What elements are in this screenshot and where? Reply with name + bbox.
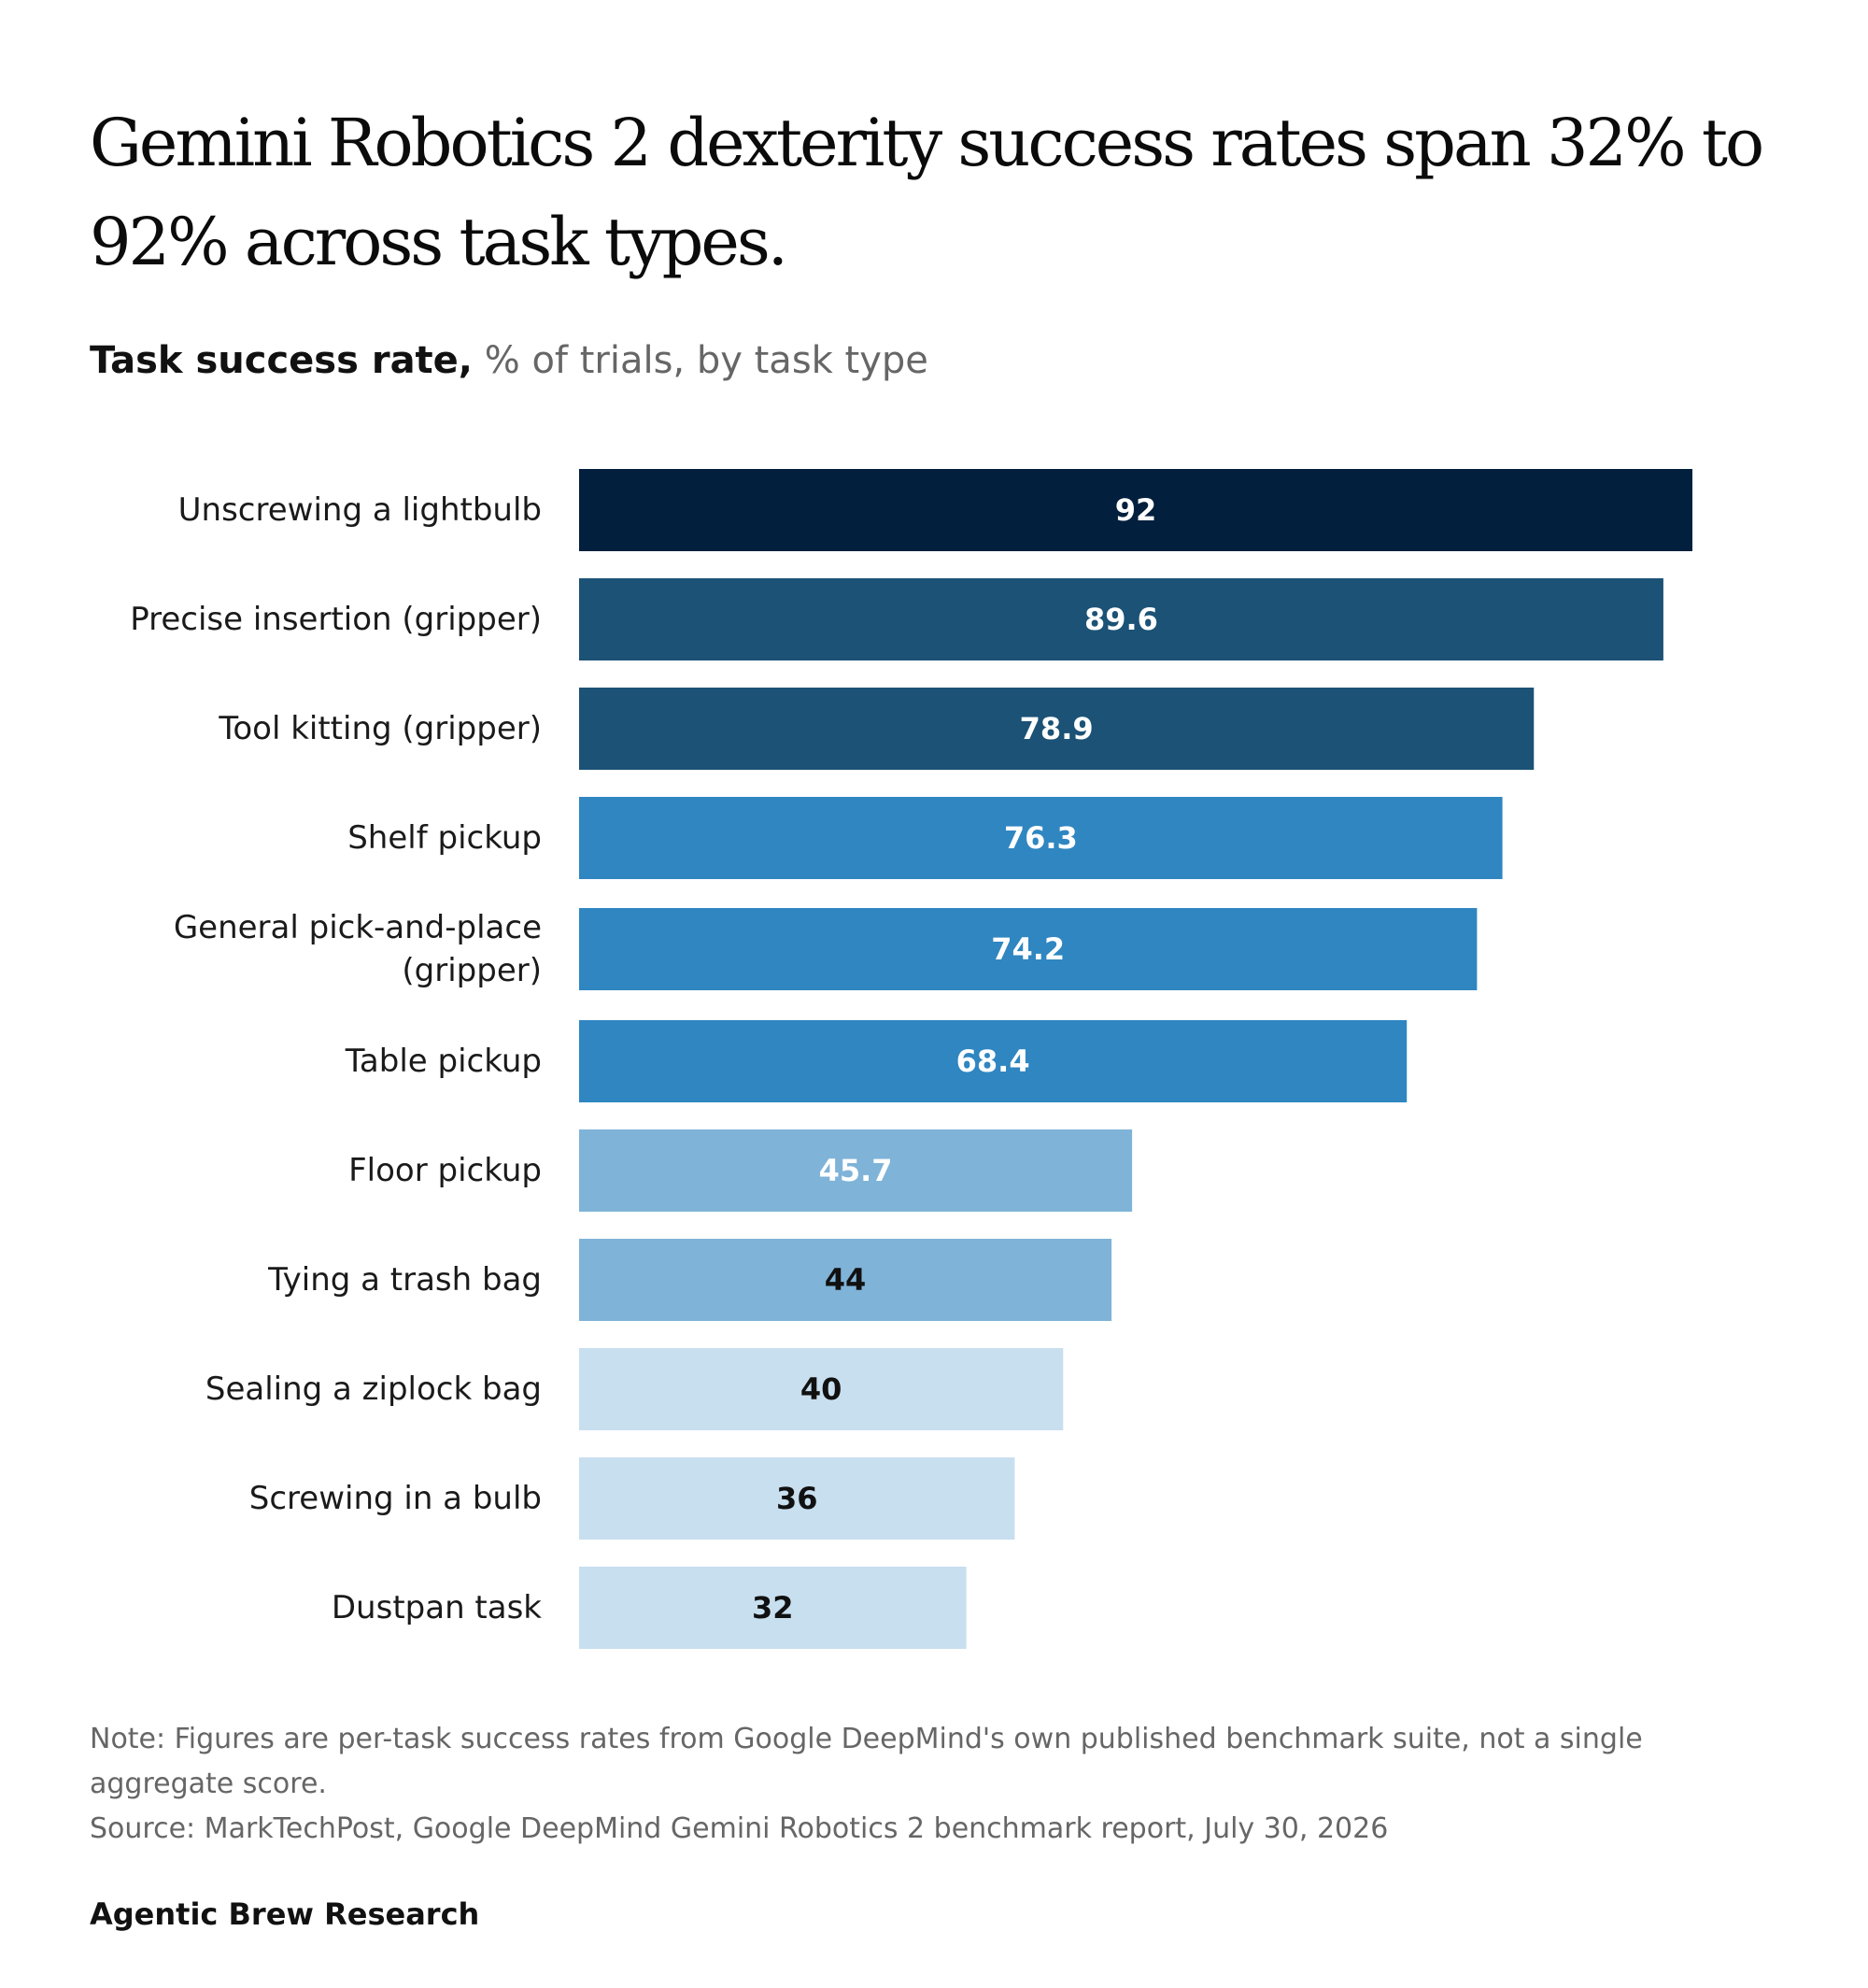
bar [579, 578, 1663, 660]
category-label: Dustpan task [332, 1589, 542, 1626]
bar-group: 40 Sealing a ziplock bag [205, 1348, 1064, 1430]
category-label: Tying a trash bag [267, 1261, 542, 1299]
category-label: Sealing a ziplock bag [205, 1370, 542, 1408]
bar-value-label: 44 [825, 1262, 867, 1298]
brand-name: Agentic Brew Research [90, 1896, 480, 1932]
bar [579, 469, 1692, 551]
bar-group: 78.9 Tool kitting (gripper) [218, 688, 1535, 770]
chart-title: Gemini Robotics 2 dexterity success rate… [90, 105, 1764, 280]
note-text: Note: Figures are per-task success rates… [90, 1723, 1643, 1800]
bar-value-label: 92 [1115, 492, 1157, 528]
bar-value-label: 32 [752, 1590, 794, 1626]
bar-value-label: 78.9 [1020, 711, 1094, 746]
category-label: Screwing in a bulb [249, 1480, 542, 1517]
category-label: Shelf pickup [347, 819, 542, 857]
bar-group: 45.7 Floor pickup [348, 1129, 1133, 1212]
bar [579, 1020, 1408, 1102]
bar-value-label: 76.3 [1004, 820, 1078, 856]
chart-subtitle: Task success rate, % of trials, by task … [90, 334, 928, 387]
bar [579, 908, 1478, 990]
category-label: Floor pickup [348, 1152, 542, 1189]
bar [579, 1129, 1133, 1212]
bar [579, 1239, 1112, 1321]
bar [579, 1567, 967, 1649]
bar-group: 68.4 Table pickup [345, 1020, 1408, 1102]
bar [579, 1457, 1015, 1540]
bar-value-label: 74.2 [991, 931, 1065, 967]
bar-group: 76.3 Shelf pickup [347, 797, 1503, 879]
category-label: Tool kitting (gripper) [218, 710, 542, 747]
bar [579, 797, 1503, 879]
bar-value-label: 36 [776, 1481, 818, 1516]
category-label: Table pickup [345, 1043, 542, 1080]
bar-value-label: 68.4 [956, 1044, 1030, 1079]
bar-group: 36 Screwing in a bulb [249, 1457, 1015, 1540]
bar-group: 89.6 Precise insertion (gripper) [130, 578, 1663, 660]
bar-value-label: 45.7 [819, 1153, 893, 1188]
category-label: (gripper) [402, 952, 542, 989]
subtitle-units: % of trials, by task type [484, 339, 928, 382]
bar-group: 74.2 General pick-and-place (gripper) [174, 908, 1478, 990]
bar-value-label: 40 [800, 1371, 842, 1407]
subtitle-measure: Task success rate, [90, 339, 473, 382]
category-label: Precise insertion (gripper) [130, 601, 542, 638]
source-text: Source: MarkTechPost, Google DeepMind Ge… [90, 1812, 1389, 1845]
bar [579, 688, 1535, 770]
bar-group: 32 Dustpan task [332, 1567, 967, 1649]
bar-group: 44 Tying a trash bag [267, 1239, 1112, 1321]
chart-notes: Note: Figures are per-task success rates… [90, 1717, 1790, 1852]
category-label: Unscrewing a lightbulb [178, 491, 542, 529]
category-label: General pick-and-place [174, 909, 542, 946]
bar [579, 1348, 1064, 1430]
bar-group: 92 Unscrewing a lightbulb [178, 469, 1692, 551]
bar-value-label: 89.6 [1084, 602, 1158, 637]
bar-chart: 92 Unscrewing a lightbulb 89.6 Precise inse… [130, 469, 1692, 1649]
